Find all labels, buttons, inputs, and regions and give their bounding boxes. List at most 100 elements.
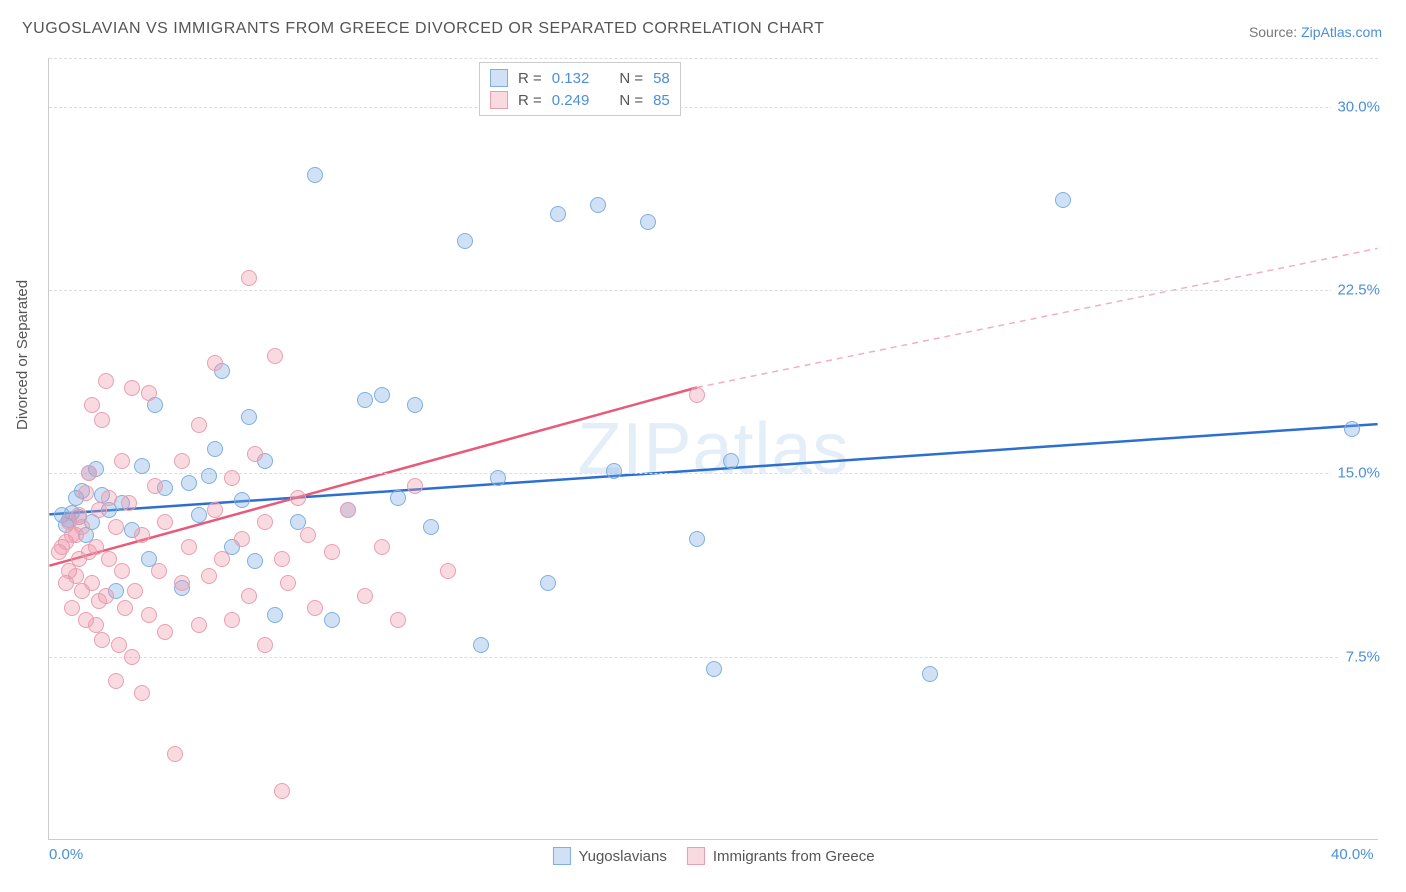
data-point bbox=[357, 392, 373, 408]
data-point bbox=[300, 527, 316, 543]
data-point bbox=[201, 468, 217, 484]
n-label: N = bbox=[619, 70, 643, 87]
data-point bbox=[340, 502, 356, 518]
data-point bbox=[101, 551, 117, 567]
data-point bbox=[84, 397, 100, 413]
data-point bbox=[689, 387, 705, 403]
data-point bbox=[201, 568, 217, 584]
data-point bbox=[290, 490, 306, 506]
data-point bbox=[98, 373, 114, 389]
data-point bbox=[151, 563, 167, 579]
data-point bbox=[134, 458, 150, 474]
data-point bbox=[550, 206, 566, 222]
n-value: 58 bbox=[653, 70, 670, 87]
legend-item-2: Immigrants from Greece bbox=[687, 847, 875, 865]
gridline bbox=[49, 657, 1378, 658]
data-point bbox=[141, 385, 157, 401]
data-point bbox=[84, 575, 100, 591]
data-point bbox=[274, 551, 290, 567]
data-point bbox=[81, 465, 97, 481]
source-attribution: Source: ZipAtlas.com bbox=[1249, 24, 1382, 40]
y-axis-title: Divorced or Separated bbox=[14, 280, 31, 430]
data-point bbox=[127, 583, 143, 599]
gridline bbox=[49, 58, 1378, 59]
gridline bbox=[49, 290, 1378, 291]
swatch-icon bbox=[490, 69, 508, 87]
data-point bbox=[167, 746, 183, 762]
x-tick-label: 0.0% bbox=[49, 846, 83, 863]
data-point bbox=[234, 492, 250, 508]
data-point bbox=[267, 348, 283, 364]
swatch-icon bbox=[687, 847, 705, 865]
data-point bbox=[324, 612, 340, 628]
data-point bbox=[324, 544, 340, 560]
data-point bbox=[191, 507, 207, 523]
data-point bbox=[257, 637, 273, 653]
data-point bbox=[473, 637, 489, 653]
x-tick-label: 40.0% bbox=[1331, 846, 1374, 863]
data-point bbox=[247, 553, 263, 569]
data-point bbox=[247, 446, 263, 462]
data-point bbox=[390, 490, 406, 506]
data-point bbox=[174, 453, 190, 469]
data-point bbox=[1344, 421, 1360, 437]
data-point bbox=[723, 453, 739, 469]
data-point bbox=[540, 575, 556, 591]
legend-label: Yugoslavians bbox=[578, 848, 666, 865]
data-point bbox=[207, 502, 223, 518]
data-point bbox=[590, 197, 606, 213]
r-value: 0.132 bbox=[552, 70, 590, 87]
data-point bbox=[181, 539, 197, 555]
n-label: N = bbox=[619, 92, 643, 109]
data-point bbox=[490, 470, 506, 486]
data-point bbox=[74, 519, 90, 535]
data-point bbox=[108, 519, 124, 535]
data-point bbox=[147, 478, 163, 494]
data-point bbox=[241, 588, 257, 604]
legend-item-1: Yugoslavians bbox=[552, 847, 666, 865]
data-point bbox=[88, 539, 104, 555]
data-point bbox=[234, 531, 250, 547]
data-point bbox=[134, 685, 150, 701]
data-point bbox=[274, 783, 290, 799]
data-point bbox=[407, 478, 423, 494]
bottom-legend: Yugoslavians Immigrants from Greece bbox=[552, 847, 874, 865]
chart-title: YUGOSLAVIAN VS IMMIGRANTS FROM GREECE DI… bbox=[22, 20, 824, 38]
swatch-icon bbox=[552, 847, 570, 865]
data-point bbox=[88, 617, 104, 633]
r-label: R = bbox=[518, 70, 542, 87]
data-point bbox=[141, 607, 157, 623]
data-point bbox=[241, 270, 257, 286]
y-tick-label: 22.5% bbox=[1331, 282, 1380, 299]
data-point bbox=[121, 495, 137, 511]
data-point bbox=[374, 387, 390, 403]
n-value: 85 bbox=[653, 92, 670, 109]
y-tick-label: 30.0% bbox=[1331, 98, 1380, 115]
data-point bbox=[114, 563, 130, 579]
data-point bbox=[157, 624, 173, 640]
data-point bbox=[1055, 192, 1071, 208]
stats-legend-box: R = 0.132 N = 58 R = 0.249 N = 85 bbox=[479, 62, 681, 116]
source-link[interactable]: ZipAtlas.com bbox=[1301, 24, 1382, 40]
data-point bbox=[124, 649, 140, 665]
stats-row-series-1: R = 0.132 N = 58 bbox=[490, 67, 670, 89]
data-point bbox=[94, 412, 110, 428]
data-point bbox=[357, 588, 373, 604]
data-point bbox=[64, 600, 80, 616]
data-point bbox=[94, 632, 110, 648]
data-point bbox=[214, 551, 230, 567]
data-point bbox=[390, 612, 406, 628]
data-point bbox=[157, 514, 173, 530]
r-label: R = bbox=[518, 92, 542, 109]
data-point bbox=[407, 397, 423, 413]
y-tick-label: 7.5% bbox=[1340, 648, 1380, 665]
swatch-icon bbox=[490, 91, 508, 109]
data-point bbox=[207, 355, 223, 371]
data-point bbox=[124, 380, 140, 396]
data-point bbox=[98, 588, 114, 604]
r-value: 0.249 bbox=[552, 92, 590, 109]
data-point bbox=[457, 233, 473, 249]
data-point bbox=[257, 514, 273, 530]
data-point bbox=[280, 575, 296, 591]
data-point bbox=[241, 409, 257, 425]
